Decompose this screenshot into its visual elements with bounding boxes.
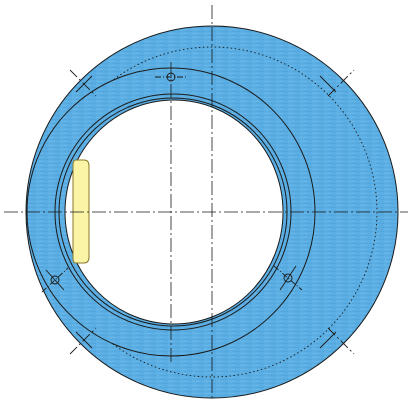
small-holes bbox=[41, 72, 303, 293]
handle bbox=[72, 159, 90, 264]
bolt-circle bbox=[46, 46, 378, 378]
bolt-marks bbox=[69, 69, 355, 355]
